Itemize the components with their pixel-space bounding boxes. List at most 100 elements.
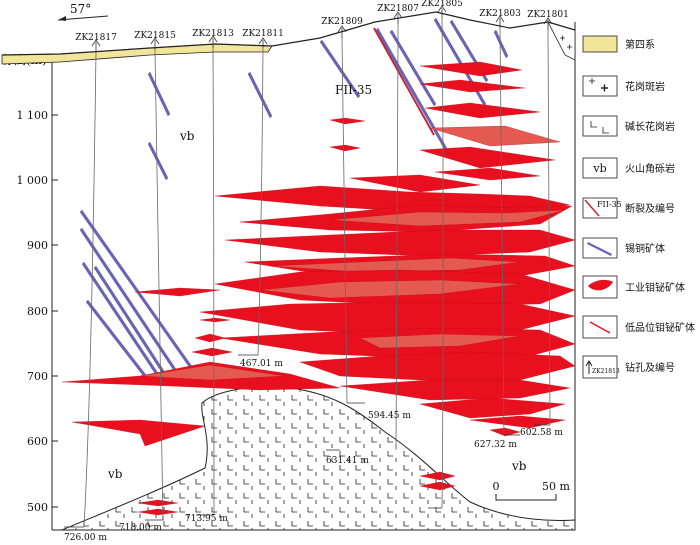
legend-item-alkali-granite: 碱长花岗岩 xyxy=(582,115,675,137)
rock-label: vb xyxy=(179,129,195,143)
borehole-depth-label: 718.00 m xyxy=(119,523,162,533)
legend-label: 锡铜矿体 xyxy=(625,242,665,255)
borehole-depth-label: 713.95 m xyxy=(185,514,228,524)
borehole-label: ZK21817 xyxy=(75,33,117,43)
tin-copper-lens xyxy=(319,39,361,99)
lowgrade-ore-body xyxy=(259,279,521,299)
legend-symbol: vb xyxy=(592,162,606,175)
borehole-depth-label: 627.32 m xyxy=(474,440,517,450)
borehole-depth-label: 594.45 m xyxy=(368,411,411,421)
elevation-tick-label: 500 xyxy=(27,501,48,514)
topography-line xyxy=(1,11,576,56)
borehole xyxy=(495,15,520,436)
legend-item-granite-porphyry: 花岗斑岩 xyxy=(582,75,665,97)
industrial-ore-lens xyxy=(194,333,226,343)
legend-label: 工业钼铋矿体 xyxy=(625,281,685,294)
borehole xyxy=(64,39,101,528)
lowgrade-ore-lens xyxy=(429,125,561,147)
legend-label: 碱长花岗岩 xyxy=(625,120,675,133)
fault-label: FII-35 xyxy=(335,83,372,97)
legend-item-borehole: ZK21813 钻孔及编号 xyxy=(582,355,675,379)
legend: 第四系 花岗斑岩 碱长花岗岩 vb 火山角砾岩 FII-35 断裂及编号 xyxy=(582,35,695,379)
lowgrade-ore-body xyxy=(359,333,521,349)
tin-copper-lens xyxy=(147,141,169,181)
tin-copper-lens xyxy=(493,29,509,59)
lowgrade-ore-body xyxy=(139,364,286,381)
legend-symbol: ZK21813 xyxy=(592,368,620,375)
elevation-axis: 1 100 1 000 900 800 700 600 500 xyxy=(17,109,58,514)
industrial-ore-body xyxy=(199,301,576,335)
tin-copper-lens xyxy=(247,71,273,119)
tin-copper-lens xyxy=(375,27,449,153)
rock-label: vb xyxy=(511,459,527,473)
legend-label: 低品位钼铋矿体 xyxy=(625,321,695,334)
industrial-ore-lens xyxy=(419,471,456,481)
elevation-tick-label: 900 xyxy=(27,239,48,252)
mo-bi-orebodies xyxy=(61,61,576,516)
elevation-tick-label: 700 xyxy=(27,370,48,383)
borehole-label: ZK21805 xyxy=(421,0,463,9)
boreholes xyxy=(64,5,553,528)
industrial-ore-lens xyxy=(419,146,556,169)
industrial-ore-lens xyxy=(134,287,221,297)
tin-copper-lens xyxy=(147,71,171,117)
borehole-label: ZK21815 xyxy=(134,31,176,41)
legend-item-fault: FII-35 断裂及编号 xyxy=(582,197,675,219)
legend-item-volcanic-breccia: vb 火山角砾岩 xyxy=(582,157,675,179)
borehole xyxy=(337,25,365,404)
elevation-tick: 500 xyxy=(27,501,58,514)
tin-copper-lens xyxy=(81,261,161,379)
industrial-ore-body xyxy=(71,419,206,447)
rock-label: vb xyxy=(107,467,123,481)
industrial-ore-body xyxy=(339,379,571,401)
legend-item-lowgrade-mo-bi: 低品位钼铋矿体 xyxy=(582,315,695,339)
elevation-tick: 900 xyxy=(27,239,58,252)
legend-label: 火山角砾岩 xyxy=(625,162,675,175)
borehole-label: ZK21803 xyxy=(479,9,521,19)
legend-item-industrial-mo-bi: 工业钼铋矿体 xyxy=(582,275,685,299)
lowgrade-ore-body xyxy=(329,209,566,227)
borehole xyxy=(196,35,218,516)
industrial-ore-lens xyxy=(419,61,523,77)
industrial-ore-lens xyxy=(434,167,541,181)
industrial-ore-lens xyxy=(424,102,541,119)
tin-copper-lens xyxy=(85,299,151,383)
tin-copper-lens xyxy=(389,29,437,107)
elevation-tick: 600 xyxy=(27,435,58,448)
borehole xyxy=(238,37,268,356)
industrial-ore-lens xyxy=(419,79,526,93)
elevation-tick-label: 800 xyxy=(27,305,48,318)
angle-indicator: 57° xyxy=(57,2,109,21)
industrial-ore-lens xyxy=(349,174,481,193)
granite-porphyry-symbol xyxy=(560,35,572,50)
industrial-ore-body xyxy=(224,229,576,257)
borehole-label: ZK21811 xyxy=(242,29,284,39)
elevation-tick: 800 xyxy=(27,305,58,318)
borehole xyxy=(145,37,164,521)
elevation-tick: 1 100 xyxy=(17,109,58,122)
elevation-tick-label: 1 000 xyxy=(17,174,49,187)
scale-bar: 0 50 m xyxy=(493,480,571,501)
fault-line xyxy=(373,27,435,136)
elevation-tick: 1 000 xyxy=(17,174,58,187)
granite-porphyry-outcrop xyxy=(547,21,576,61)
borehole-label: ZK21807 xyxy=(377,4,419,14)
legend-item-tin-copper: 锡铜矿体 xyxy=(582,237,665,259)
borehole xyxy=(428,5,447,509)
industrial-ore-body xyxy=(299,351,576,381)
legend-symbol: FII-35 xyxy=(597,200,622,209)
borehole-label: ZK21809 xyxy=(321,17,363,27)
legend-label: 花岗斑岩 xyxy=(625,80,665,93)
industrial-ore-lens xyxy=(329,117,366,125)
industrial-ore-lens xyxy=(199,317,231,323)
borehole-label: ZK21813 xyxy=(192,29,234,39)
borehole-depth-label: 602.58 m xyxy=(520,428,563,438)
industrial-ore-lens xyxy=(329,144,361,152)
legend-label: 第四系 xyxy=(625,38,655,51)
industrial-ore-lens xyxy=(137,508,179,516)
industrial-ore-body xyxy=(419,397,566,419)
industrial-ore-lens xyxy=(489,427,521,437)
industrial-ore-lens xyxy=(419,481,456,491)
elevation-tick-label: 600 xyxy=(27,435,48,448)
legend-item-quaternary: 第四系 xyxy=(582,35,655,53)
